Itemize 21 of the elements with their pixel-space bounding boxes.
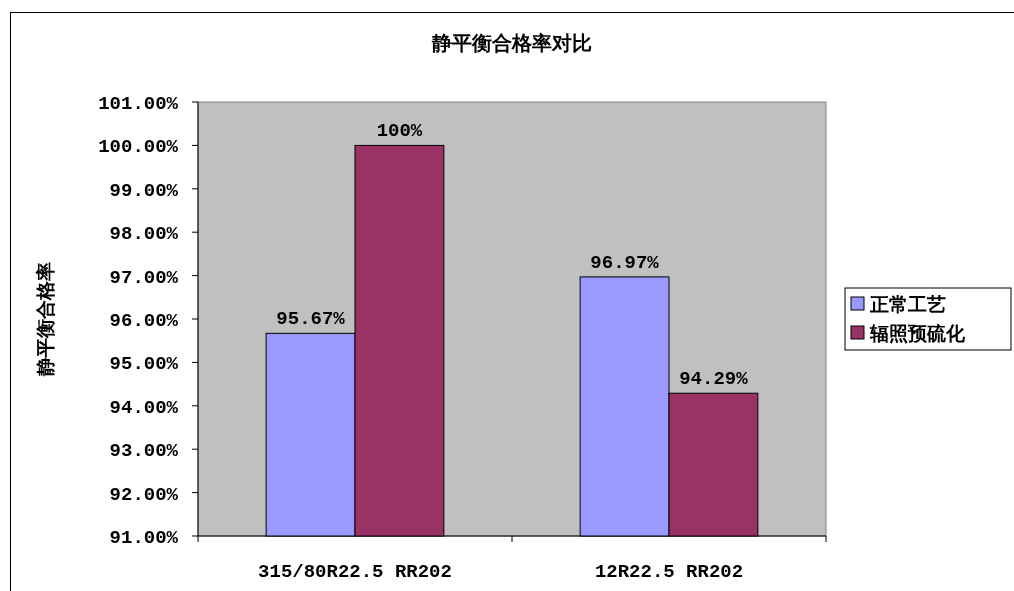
y-tick-label: 99.00% <box>109 179 179 202</box>
y-tick-label: 91.00% <box>109 527 179 549</box>
y-tick-label: 93.00% <box>109 440 179 463</box>
y-tick-label: 97.00% <box>109 266 179 289</box>
x-tick-label: 315/80R22.5 RR202 <box>258 561 452 583</box>
y-tick-label: 96.00% <box>109 310 179 332</box>
legend-label: 正常工艺 <box>869 294 946 317</box>
y-tick-label: 98.00% <box>109 223 179 246</box>
data-label: 95.67% <box>276 308 346 331</box>
data-label: 94.29% <box>679 368 749 391</box>
y-axis-title: 静平衡合格率 <box>35 262 58 377</box>
y-tick-label: 95.00% <box>109 353 179 376</box>
y-tick-label: 92.00% <box>109 483 179 506</box>
y-tick-label: 94.00% <box>109 396 179 419</box>
y-tick-label: 101.00% <box>98 93 179 115</box>
chart-title: 静平衡合格率对比 <box>431 32 592 56</box>
x-tick-label: 12R22.5 RR202 <box>594 561 744 583</box>
data-label: 100% <box>376 120 423 143</box>
legend-label: 辐照预硫化 <box>869 323 966 346</box>
y-tick-label: 100.00% <box>98 136 179 159</box>
data-label: 96.97% <box>590 251 660 274</box>
